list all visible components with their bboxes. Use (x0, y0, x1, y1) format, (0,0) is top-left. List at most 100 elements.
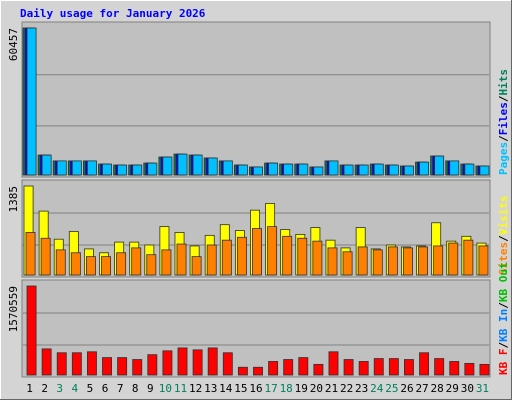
x-tick-label: 20 (310, 382, 323, 395)
bar (464, 163, 475, 176)
legend-separator: / (497, 235, 510, 242)
x-tick-label: 28 (431, 382, 444, 395)
bar (56, 160, 67, 176)
x-tick-label: 19 (295, 382, 308, 395)
bar (207, 157, 218, 176)
bar (464, 362, 475, 376)
chart-title: Daily usage for January 2026 (20, 7, 206, 20)
bar (388, 358, 399, 376)
bar (313, 166, 324, 176)
bar (222, 160, 233, 176)
bar (177, 347, 188, 376)
x-tick-label: 18 (280, 382, 293, 395)
bar (132, 164, 143, 176)
x-tick-label: 12 (189, 382, 202, 395)
bar (328, 351, 339, 376)
legend-entry: Hits (497, 69, 510, 96)
x-tick-label: 27 (415, 382, 428, 395)
bar (70, 252, 81, 276)
bar (132, 359, 143, 376)
bar (117, 357, 128, 376)
bar (176, 243, 187, 276)
x-tick-label: 9 (147, 382, 154, 395)
bar (161, 249, 172, 276)
x-tick-label: 25 (385, 382, 398, 395)
bar (191, 256, 202, 276)
bar (313, 363, 324, 376)
bar (55, 249, 66, 276)
bar (267, 226, 278, 276)
bar (253, 166, 263, 176)
x-tick-label: 21 (325, 382, 338, 395)
bar (357, 246, 368, 276)
bar (373, 358, 384, 376)
legend-separator: / (497, 342, 510, 349)
legend: Pages/Files/Hits (497, 69, 510, 175)
x-tick-label: 14 (219, 382, 233, 395)
x-tick-label: 22 (340, 382, 353, 395)
bar (358, 164, 369, 176)
bar (328, 160, 339, 176)
bar (343, 359, 354, 376)
x-tick-label: 24 (370, 382, 384, 395)
y-max-label: 1385 (7, 186, 20, 213)
bar (101, 256, 111, 276)
legend-entry: Sites (497, 242, 510, 275)
bar (237, 366, 248, 376)
x-tick-label: 11 (174, 382, 187, 395)
bar (206, 244, 217, 276)
legend-separator: / (497, 95, 510, 102)
bar (297, 237, 308, 276)
bar (449, 160, 460, 176)
x-tick-label: 7 (117, 382, 124, 395)
bar (102, 163, 112, 176)
bar (221, 239, 232, 276)
bar (449, 361, 460, 376)
legend-entry: KB F (497, 349, 510, 376)
bar (102, 357, 112, 376)
bar (404, 165, 414, 176)
bar (387, 246, 398, 276)
x-tick-label: 15 (234, 382, 247, 395)
x-tick-label: 26 (400, 382, 413, 395)
bar (253, 366, 263, 376)
bar (236, 236, 247, 276)
bar (268, 162, 279, 176)
bar (298, 357, 309, 376)
bar (26, 285, 37, 376)
bar (463, 239, 474, 276)
y-max-label: 60457 (7, 28, 20, 61)
bar (117, 164, 128, 176)
bar (192, 154, 203, 176)
bar (147, 162, 158, 176)
x-tick-label: 2 (41, 382, 48, 395)
bar (358, 361, 369, 376)
bar (419, 161, 430, 176)
bar (86, 160, 97, 176)
x-tick-label: 17 (264, 382, 277, 395)
bar (373, 163, 384, 176)
bar (327, 247, 338, 276)
x-tick-label: 6 (102, 382, 109, 395)
bar (342, 251, 353, 276)
legend: Sites/Visits (497, 196, 510, 276)
bar (268, 361, 279, 376)
bar (71, 352, 82, 376)
bar (71, 160, 82, 176)
bar (177, 153, 188, 176)
x-tick-label: 31 (476, 382, 489, 395)
x-tick-label: 8 (132, 382, 139, 395)
x-tick-label: 3 (56, 382, 63, 395)
legend-separator: / (497, 302, 510, 309)
bar (433, 245, 444, 276)
legend: KB F/KB In/KB Out (497, 262, 510, 375)
bar (116, 252, 127, 276)
bar (343, 164, 354, 176)
bar (403, 247, 413, 276)
bar (404, 359, 414, 376)
bar (283, 359, 294, 376)
bar (222, 352, 233, 376)
bar (56, 352, 67, 376)
legend-entry: Pages (497, 142, 510, 175)
